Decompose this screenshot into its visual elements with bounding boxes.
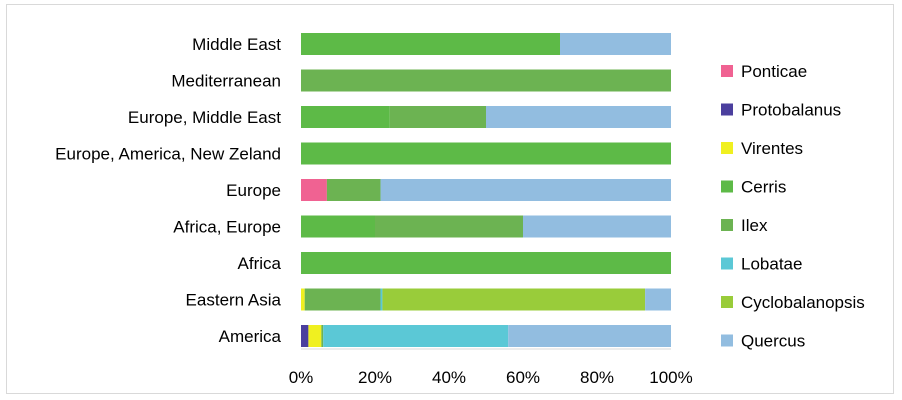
legend-label: Virentes [741,139,803,158]
legend: Ponticae Protobalanus Virentes Cerris Ilex Lo… [721,62,865,351]
legend-label: Cyclobalanopsis [741,293,865,312]
legend-label: Lobatae [741,255,802,274]
legend-label: Cerris [741,178,786,197]
x-tick-label: 80% [580,368,614,387]
bar-eastern-asia-virentes [301,288,305,311]
bar-africa-europe-quercus [523,215,671,238]
bar-middle-east-quercus [560,33,671,55]
bar-europe-middle-east-cerris [301,106,390,128]
legend-swatch [721,180,733,193]
legend-item-cyclobalanopsis: Cyclobalanopsis [721,293,865,312]
legend-swatch [721,65,733,77]
category-label: America [219,327,282,346]
x-tick-label: 40% [432,368,466,387]
chart-frame: Middle East Mediterranean Europe, Middle E… [6,4,894,394]
x-tick-label: 100% [649,368,692,387]
x-tick-label: 60% [506,368,540,387]
legend-label: Ilex [741,216,768,235]
x-tick-labels: 0% 20% 40% 60% 80% 100% [289,368,693,387]
bar-america-protobalanus [301,325,309,347]
bar-europe-middle-east-ilex [389,106,486,128]
legend-swatch [721,334,733,347]
bar-america-virentes [308,325,322,347]
legend-swatch [721,142,733,154]
category-label: Africa, Europe [173,218,281,237]
bar-america-lobatae [323,325,509,347]
legend-swatch [721,219,733,231]
category-label: Africa [238,254,282,273]
legend-swatch [721,257,733,270]
bar-mediterranean-ilex [301,69,671,92]
category-label: Europe [226,181,281,200]
bar-eastern-asia-lobatae [380,288,383,311]
bar-europe-ponticae [301,179,327,201]
bar-eastern-asia-ilex [304,288,381,311]
legend-swatch [721,296,733,308]
category-label: Europe, Middle East [128,108,281,127]
category-label: Middle East [192,35,281,54]
legend-label: Quercus [741,332,805,351]
legend-item-quercus: Quercus [721,332,805,351]
category-label: Europe, America, New Zeland [55,145,281,164]
bar-europe-america-new-zeland-cerris [301,142,671,165]
legend-label: Protobalanus [741,101,841,120]
bar-africa-europe-cerris [301,215,375,238]
legend-swatch [721,103,733,116]
stacked-bar-chart: Middle East Mediterranean Europe, Middle E… [55,33,865,387]
bar-africa-europe-ilex [375,215,523,238]
bar-america-ilex [321,325,324,347]
legend-item-virentes: Virentes [721,139,803,158]
bar-eastern-asia-quercus [645,288,671,311]
bar-america-quercus [508,325,671,347]
category-label: Mediterranean [171,72,281,91]
legend-item-cerris: Cerris [721,178,786,197]
bar-africa-cerris [301,252,671,274]
x-tick-label: 20% [358,368,392,387]
category-labels: Middle East Mediterranean Europe, Middle E… [55,35,281,346]
bar-europe-quercus [380,179,671,201]
legend-item-ponticae: Ponticae [721,62,807,81]
legend-item-ilex: Ilex [721,216,768,235]
legend-label: Ponticae [741,62,807,81]
legend-item-lobatae: Lobatae [721,255,802,274]
bar-europe-middle-east-quercus [486,106,671,128]
legend-item-protobalanus: Protobalanus [721,101,841,120]
bar-europe-ilex [326,179,381,201]
bar-eastern-asia-cyclobalanopsis [382,288,646,311]
bar-middle-east-cerris [301,33,560,55]
bars-layer [301,33,671,347]
x-tick-label: 0% [289,368,314,387]
category-label: Eastern Asia [186,291,282,310]
